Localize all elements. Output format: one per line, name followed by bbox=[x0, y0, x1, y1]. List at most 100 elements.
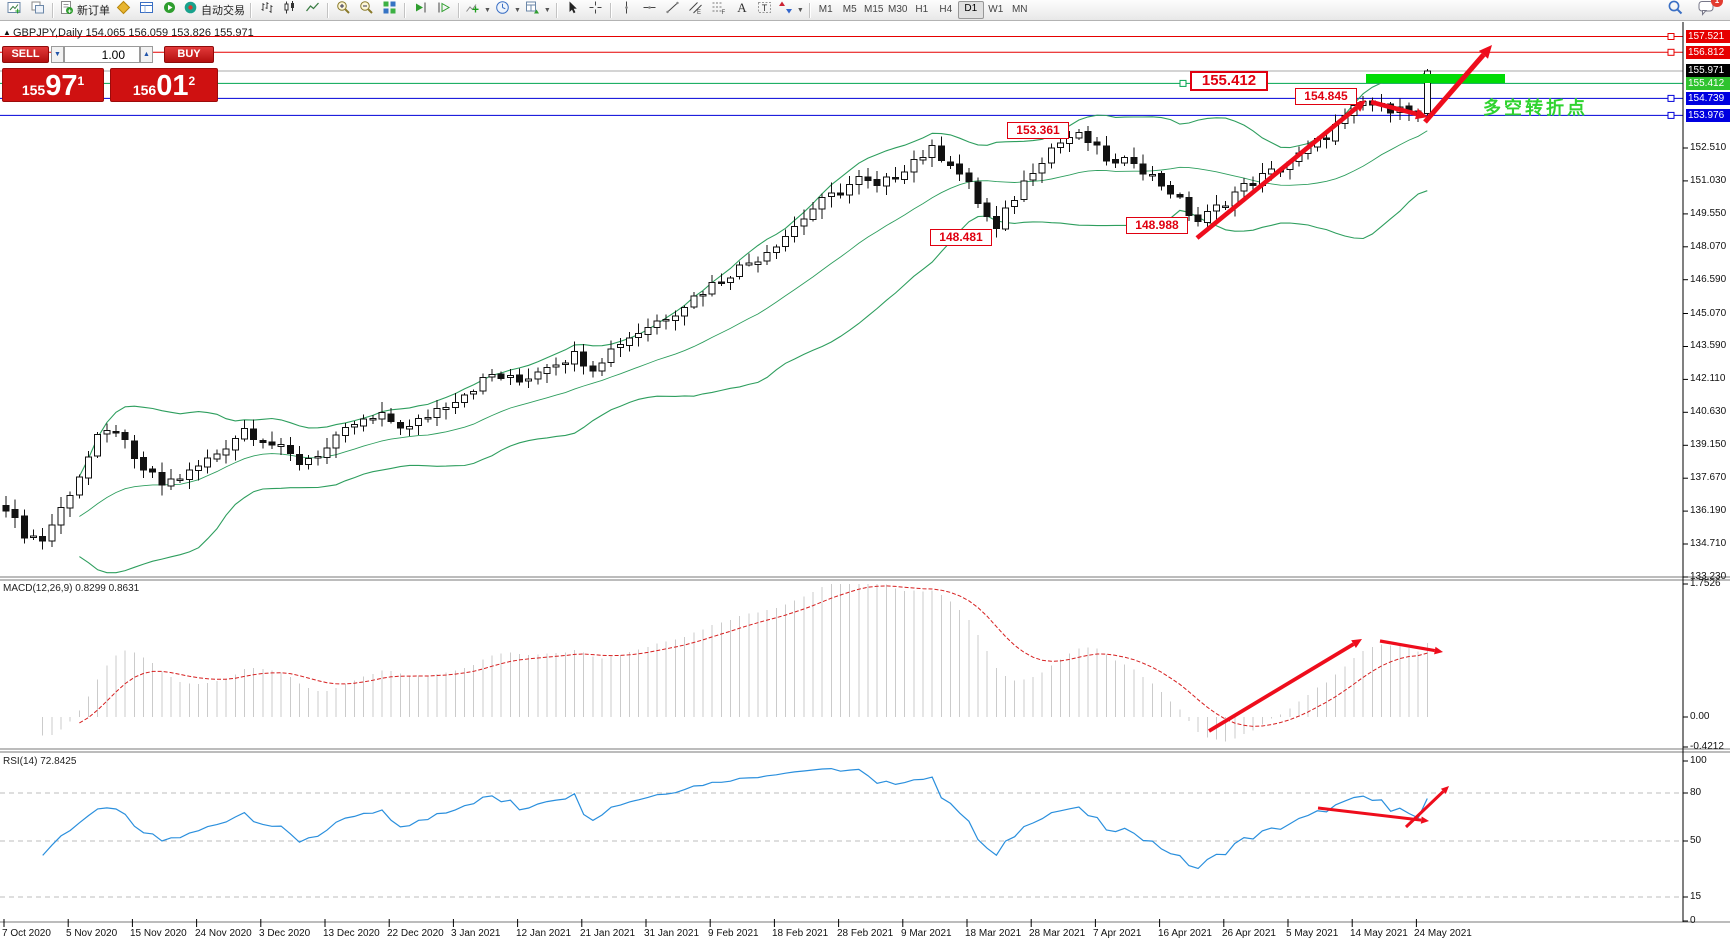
tile-windows-button[interactable] bbox=[378, 1, 401, 19]
timeframe-w1-button[interactable]: W1 bbox=[988, 4, 1004, 15]
symbol-info: GBPJPY,Daily 154.065 156.059 153.826 155… bbox=[13, 27, 254, 39]
timeframe-d1-button[interactable]: D1 bbox=[957, 1, 984, 19]
price-axis-tick: 148.070 bbox=[1690, 241, 1727, 252]
price-axis-tick: 143.590 bbox=[1690, 340, 1727, 351]
vertical-line-icon bbox=[619, 0, 634, 20]
zoom-in-button[interactable] bbox=[332, 1, 355, 19]
macd-axis-tick: 0.00 bbox=[1690, 711, 1710, 722]
trendline-button[interactable] bbox=[661, 1, 684, 19]
crosshair-button[interactable] bbox=[584, 1, 607, 19]
new-chart-button[interactable]: + bbox=[3, 1, 26, 19]
price-level-label: 155.412 bbox=[1686, 77, 1730, 90]
macd-axis-tick: -0.4212 bbox=[1690, 741, 1724, 752]
turning-point-annotation: 多空转折点 bbox=[1483, 98, 1588, 118]
timeframe-m1-button[interactable]: M1 bbox=[818, 4, 833, 15]
volume-decrease-button[interactable]: ▼ bbox=[51, 46, 64, 63]
volume-increase-button[interactable]: ▲ bbox=[140, 46, 153, 63]
periods-button[interactable]: ▼ bbox=[493, 1, 523, 19]
text-button[interactable]: A bbox=[730, 0, 753, 19]
candle-chart-button[interactable] bbox=[278, 1, 301, 19]
equidistant-channel-button[interactable]: E bbox=[684, 1, 707, 19]
chat-badge: 1 bbox=[1711, 0, 1723, 7]
price-level-label: 153.976 bbox=[1686, 109, 1730, 122]
zoom-out-icon bbox=[359, 0, 374, 20]
sell-price-main: 97 bbox=[45, 70, 78, 102]
chat-icon[interactable]: 1 bbox=[1698, 0, 1723, 21]
horizontal-line-button[interactable] bbox=[638, 1, 661, 19]
volume-input[interactable] bbox=[64, 46, 140, 63]
arrows-button[interactable]: ▼ bbox=[776, 1, 806, 19]
svg-text:+: + bbox=[15, 6, 20, 15]
chart-shift-button[interactable] bbox=[432, 1, 455, 19]
vertical-line-button[interactable] bbox=[615, 1, 638, 19]
horizontal-line-icon bbox=[642, 0, 657, 20]
date-axis-label: 28 Mar 2021 bbox=[1029, 928, 1086, 939]
chevron-down-icon[interactable]: ▼ bbox=[484, 6, 491, 14]
chevron-down-icon[interactable]: ▼ bbox=[513, 6, 521, 14]
date-axis-label: 24 Nov 2020 bbox=[195, 928, 252, 939]
date-axis-label: 9 Mar 2021 bbox=[901, 928, 952, 939]
timeframe-mn-button[interactable]: MN bbox=[1011, 4, 1028, 15]
sell-button[interactable]: SELL bbox=[2, 46, 49, 63]
indicators-button[interactable]: + ▼ bbox=[463, 1, 493, 19]
date-axis-label: 31 Jan 2021 bbox=[644, 928, 700, 939]
svg-text:E: E bbox=[697, 10, 701, 15]
svg-text:+: + bbox=[68, 8, 72, 15]
chevron-down-icon[interactable]: ▼ bbox=[543, 6, 551, 14]
price-annotation-label[interactable]: 154.845 bbox=[1295, 88, 1357, 105]
autotrading-button[interactable]: 自动交易 bbox=[181, 1, 247, 19]
line-chart-button[interactable] bbox=[301, 1, 324, 19]
auto-scroll-button[interactable] bbox=[409, 1, 432, 19]
line-chart-icon bbox=[305, 0, 320, 20]
profiles-button[interactable] bbox=[26, 1, 49, 19]
cursor-button[interactable] bbox=[561, 1, 584, 19]
price-annotation-label[interactable]: 155.412 bbox=[1190, 71, 1268, 91]
bar-chart-button[interactable] bbox=[255, 1, 278, 19]
search-icon[interactable] bbox=[1667, 0, 1684, 21]
price-axis-tick: 151.030 bbox=[1690, 175, 1727, 186]
autotrading-label: 自动交易 bbox=[201, 5, 245, 17]
price-annotation-label[interactable]: 148.988 bbox=[1126, 217, 1188, 234]
equidistant-channel-icon: E bbox=[688, 0, 703, 20]
price-axis-tick: 133.230 bbox=[1690, 571, 1727, 582]
text-label-button[interactable]: T bbox=[753, 1, 776, 19]
buy-button[interactable]: BUY bbox=[164, 46, 214, 63]
candle-chart-icon bbox=[282, 0, 297, 20]
toolbar-separator bbox=[458, 2, 460, 18]
date-axis-label: 5 May 2021 bbox=[1286, 928, 1339, 939]
trendline-icon bbox=[665, 0, 680, 20]
sell-quote[interactable]: 155 97 1 bbox=[2, 68, 104, 102]
autotrading-icon bbox=[183, 0, 198, 20]
terminal-icon bbox=[139, 0, 154, 20]
new-order-button[interactable]: + 新订单 bbox=[57, 1, 112, 19]
price-annotation-label[interactable]: 148.481 bbox=[930, 229, 992, 246]
profiles-icon bbox=[30, 0, 45, 20]
metaeditor-button[interactable] bbox=[112, 0, 135, 20]
buy-quote[interactable]: 156 01 2 bbox=[110, 68, 218, 102]
timeframe-m15-button[interactable]: M15 bbox=[864, 4, 884, 15]
timeframe-h4-button[interactable]: H4 bbox=[939, 4, 953, 15]
toolbar-separator bbox=[555, 2, 558, 18]
date-axis-label: 21 Jan 2021 bbox=[580, 928, 636, 939]
chevron-down-icon[interactable]: ▼ bbox=[796, 6, 804, 14]
fibonacci-button[interactable]: F bbox=[707, 1, 730, 19]
price-annotation-label[interactable]: 153.361 bbox=[1007, 122, 1069, 139]
rsi-axis-tick: 80 bbox=[1690, 787, 1702, 798]
timeframe-m5-button[interactable]: M5 bbox=[842, 4, 857, 15]
date-axis-label: 15 Nov 2020 bbox=[130, 928, 187, 939]
buy-price-main: 01 bbox=[156, 70, 189, 102]
terminal-button[interactable] bbox=[135, 1, 158, 19]
date-axis-label: 5 Nov 2020 bbox=[66, 928, 118, 939]
date-axis-label: 24 May 2021 bbox=[1414, 928, 1472, 939]
zoom-out-button[interactable] bbox=[355, 1, 378, 19]
date-axis-label: 9 Feb 2021 bbox=[708, 928, 759, 939]
rsi-axis-tick: 50 bbox=[1690, 835, 1702, 846]
metaeditor-icon bbox=[116, 0, 131, 20]
templates-button[interactable]: ▼ bbox=[523, 1, 553, 19]
timeframe-m30-button[interactable]: M30 bbox=[888, 4, 908, 15]
svg-text:A: A bbox=[737, 0, 747, 15]
price-level-label: 156.812 bbox=[1686, 46, 1730, 59]
strategy-tester-button[interactable] bbox=[158, 1, 181, 19]
timeframe-h1-button[interactable]: H1 bbox=[915, 4, 929, 15]
